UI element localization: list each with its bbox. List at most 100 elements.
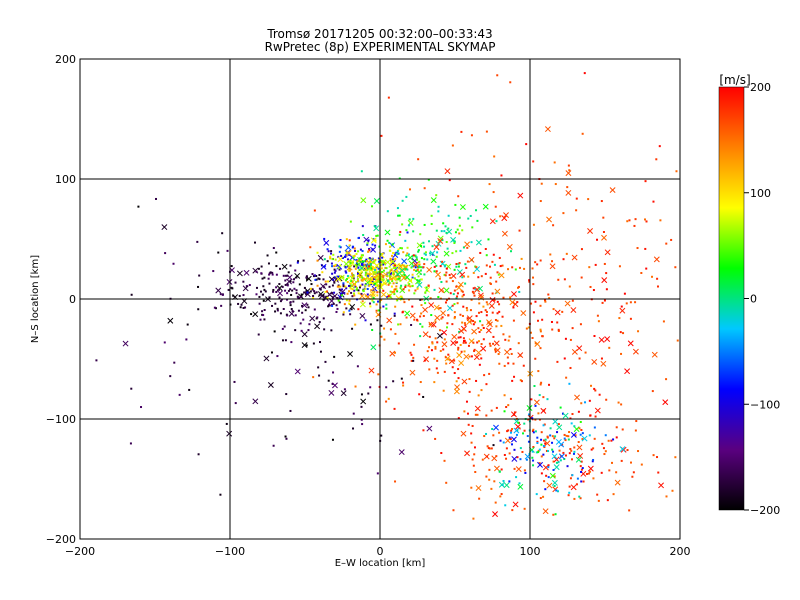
point-dot-1548 xyxy=(548,383,551,386)
point-x-1085 xyxy=(426,266,433,273)
point-dot-1187 xyxy=(445,280,448,283)
point-dot-1698 xyxy=(590,448,593,451)
point-dot-614 xyxy=(394,270,397,273)
point-dot-1179 xyxy=(445,267,448,270)
point-dot-73 xyxy=(286,314,289,317)
point-dot-877 xyxy=(423,252,426,255)
point-dot-1555 xyxy=(652,200,655,203)
point-dot-208 xyxy=(284,289,287,292)
point-dot-1041 xyxy=(461,229,464,232)
point-x-726 xyxy=(368,270,375,277)
point-x-1365 xyxy=(433,304,440,311)
point-dot-1155 xyxy=(436,341,439,344)
point-dot-1350 xyxy=(412,254,415,257)
point-dot-1745 xyxy=(445,481,448,484)
point-dot-129 xyxy=(289,301,292,304)
point-x-1568 xyxy=(662,399,669,406)
point-x-152 xyxy=(319,293,325,299)
point-dot-164 xyxy=(305,290,308,293)
point-dot-1245 xyxy=(457,346,460,349)
point-dot-1405 xyxy=(623,292,626,295)
point-dot-1321 xyxy=(461,290,464,293)
point-dot-941 xyxy=(430,214,433,217)
point-dot-925 xyxy=(420,257,423,260)
point-dot-867 xyxy=(405,229,408,232)
point-dot-808 xyxy=(392,264,395,267)
point-dot-1358 xyxy=(434,320,437,323)
point-dot-1260 xyxy=(368,265,371,268)
point-dot-734 xyxy=(327,280,330,283)
point-dot-584 xyxy=(411,273,414,276)
point-x-126 xyxy=(301,302,308,309)
point-dot-1475 xyxy=(525,143,528,146)
point-dot-1134 xyxy=(467,275,470,278)
point-x-801 xyxy=(338,274,345,281)
point-dot-1919 xyxy=(532,464,535,467)
point-dot-1437 xyxy=(492,191,495,194)
point-dot-1605 xyxy=(569,366,572,369)
point-x-1514 xyxy=(464,241,471,248)
point-dot-272 xyxy=(198,274,201,277)
point-x-852 xyxy=(404,310,411,317)
point-x-1093 xyxy=(368,367,375,374)
point-x-1298 xyxy=(511,291,517,297)
point-dot-475 xyxy=(417,263,420,266)
point-dot-991 xyxy=(401,223,404,226)
point-dot-1388 xyxy=(472,271,475,274)
point-dot-1622 xyxy=(518,266,521,269)
point-dot-2010 xyxy=(305,344,308,347)
point-x-1566 xyxy=(468,256,475,263)
point-dot-1602 xyxy=(644,218,647,221)
point-dot-142 xyxy=(322,298,325,301)
point-dot-1345 xyxy=(477,276,480,279)
point-dot-608 xyxy=(352,256,355,259)
point-dot-1979 xyxy=(343,388,346,391)
point-dot-1589 xyxy=(633,224,636,227)
point-dot-1209 xyxy=(531,336,534,339)
point-dot-1066 xyxy=(419,381,422,384)
point-dot-1054 xyxy=(415,269,418,272)
point-dot-1125 xyxy=(343,303,346,306)
point-x-1561 xyxy=(437,238,444,244)
point-dot-1987 xyxy=(289,409,292,412)
point-dot-275 xyxy=(258,302,261,305)
point-dot-1416 xyxy=(507,404,510,407)
point-dot-629 xyxy=(331,258,334,261)
point-dot-2007 xyxy=(392,380,395,383)
point-dot-885 xyxy=(457,265,460,268)
point-dot-1026 xyxy=(437,296,440,299)
point-dot-587 xyxy=(389,249,392,252)
point-dot-463 xyxy=(366,288,369,291)
point-dot-1708 xyxy=(593,437,596,440)
point-x-1577 xyxy=(549,263,556,270)
point-dot-243 xyxy=(261,310,264,313)
point-dot-985 xyxy=(497,273,500,276)
point-dot-1167 xyxy=(460,289,463,292)
point-dot-1316 xyxy=(401,311,404,314)
point-dot-28 xyxy=(351,295,354,298)
point-dot-542 xyxy=(372,290,375,293)
point-dot-1687 xyxy=(587,472,590,475)
point-dot-1858 xyxy=(547,450,550,453)
point-dot-1318 xyxy=(380,298,383,301)
point-dot-399 xyxy=(313,274,316,277)
point-x-1392 xyxy=(534,341,541,347)
point-dot-572 xyxy=(391,260,394,263)
point-dot-754 xyxy=(309,287,312,290)
point-dot-934 xyxy=(405,254,408,257)
point-dot-1743 xyxy=(466,412,469,415)
point-dot-915 xyxy=(475,209,478,212)
point-dot-256 xyxy=(290,308,293,311)
point-dot-103 xyxy=(268,273,271,276)
point-x-652 xyxy=(370,237,377,244)
point-dot-38 xyxy=(352,277,355,280)
point-dot-1639 xyxy=(516,456,519,459)
point-dot-1226 xyxy=(453,315,456,318)
point-dot-1876 xyxy=(544,488,547,491)
point-dot-1127 xyxy=(383,327,386,330)
point-dot-294 xyxy=(257,267,260,270)
point-dot-434 xyxy=(332,278,335,281)
point-dot-942 xyxy=(425,289,428,292)
point-dot-635 xyxy=(392,251,395,254)
point-dot-846 xyxy=(392,272,395,275)
